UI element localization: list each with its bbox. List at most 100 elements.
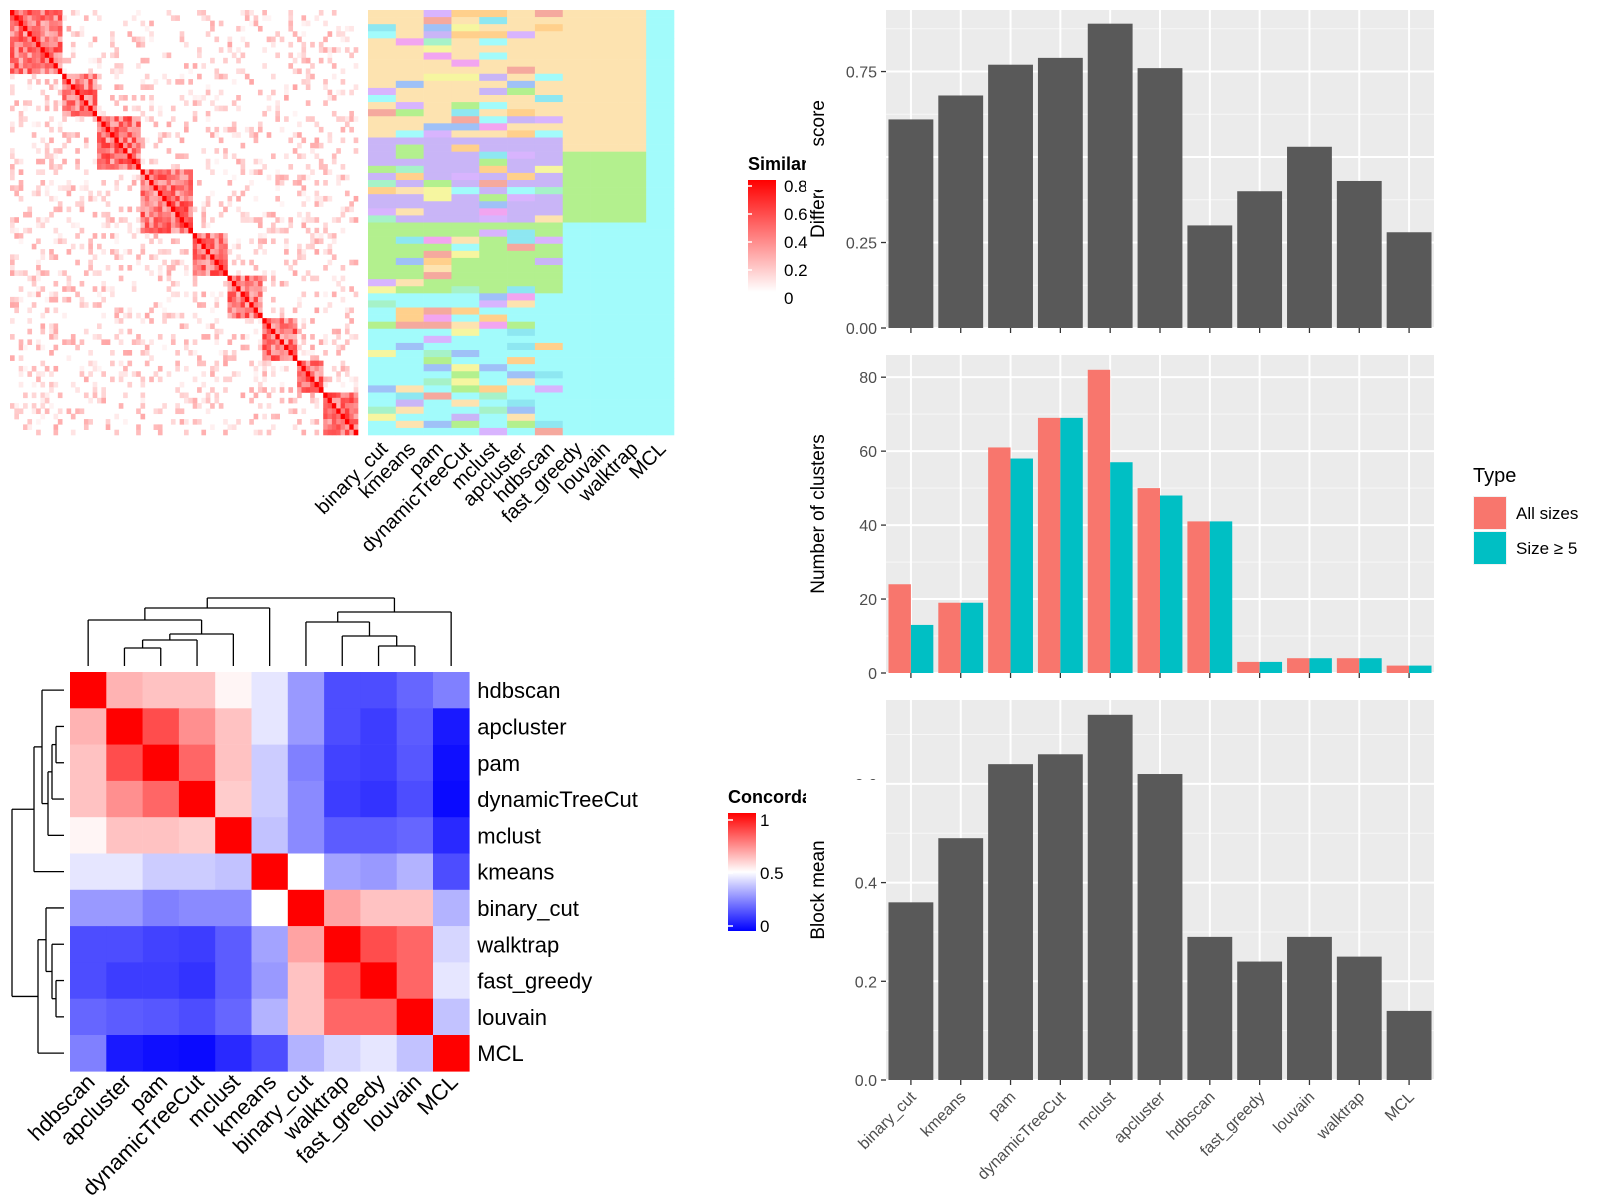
annotation-cell <box>451 385 480 393</box>
similarity-cell <box>271 73 276 80</box>
annotation-cell <box>618 392 647 400</box>
annotation-cell <box>590 66 619 75</box>
similarity-cell <box>284 249 289 255</box>
annotation-cell <box>534 371 564 379</box>
annotation-cell <box>368 279 397 287</box>
bar <box>1237 961 1283 1080</box>
annotation-cell <box>534 236 564 245</box>
concordance-cell <box>324 817 361 854</box>
similarity-cell <box>297 52 302 59</box>
similarity-cell <box>275 350 280 356</box>
similarity-cell <box>170 211 176 218</box>
similarity-cell <box>266 132 272 138</box>
annotation-cell <box>395 265 424 273</box>
similarity-cell <box>223 153 228 160</box>
annotation-cell <box>395 272 424 280</box>
similarity-cell <box>144 350 150 356</box>
similarity-cell <box>166 52 172 59</box>
similarity-cell <box>170 116 176 122</box>
annotation-cell <box>534 194 564 202</box>
similarity-cell <box>210 403 215 409</box>
annotation-cell <box>507 293 536 301</box>
similarity-cell <box>140 158 146 165</box>
annotation-cell <box>590 378 619 386</box>
annotation-cell <box>368 180 397 188</box>
similarity-cell <box>97 63 102 69</box>
similarity-cell <box>210 259 215 266</box>
concordance-cell <box>324 1035 361 1072</box>
annotation-cell <box>534 279 564 287</box>
similarity-cell <box>231 286 237 292</box>
annotation-cell <box>534 314 564 322</box>
similarity-cell <box>131 233 137 239</box>
similarity-cell <box>36 68 41 75</box>
similarity-cell <box>323 164 328 170</box>
similarity-cell <box>149 185 154 191</box>
similarity-cell <box>175 164 180 170</box>
similarity-cell <box>127 121 133 128</box>
similarity-cell <box>62 68 67 75</box>
concordance-cell <box>433 889 470 927</box>
similarity-cell <box>336 217 341 223</box>
annotation-cell <box>590 385 619 393</box>
similarity-cell <box>257 291 263 298</box>
similarity-cell <box>340 89 346 96</box>
similarity-cell <box>83 270 89 276</box>
similarity-cell <box>305 73 311 80</box>
annotation-cell <box>423 87 452 96</box>
similarity-cell <box>249 79 254 85</box>
similarity-cell <box>227 286 233 292</box>
similarity-cell <box>10 31 15 37</box>
similarity-cell <box>123 392 128 399</box>
similarity-cell <box>131 126 137 133</box>
similarity-cell <box>184 63 189 69</box>
similarity-cell <box>175 387 180 393</box>
similarity-cell <box>75 408 80 415</box>
annotation-cell <box>646 151 675 160</box>
annotation-cell <box>562 300 591 308</box>
similarity-cell <box>162 195 167 202</box>
similarity-cell <box>40 137 46 144</box>
annotation-cell <box>590 158 619 167</box>
similarity-cell <box>292 270 298 276</box>
similarity-cell <box>179 323 185 330</box>
similarity-cell <box>327 429 333 436</box>
similarity-cell <box>57 233 63 239</box>
similarity-cell <box>27 419 33 425</box>
annotation-cell <box>590 257 619 266</box>
similarity-cell <box>240 68 246 75</box>
similarity-cell <box>114 121 120 128</box>
annotation-cell <box>646 80 675 89</box>
similarity-cell <box>118 84 124 90</box>
bar <box>938 838 984 1080</box>
annotation-cell <box>395 385 424 393</box>
similarity-cell <box>175 280 180 287</box>
similarity-cell <box>18 381 24 388</box>
concordance-cell <box>70 817 107 854</box>
similarity-cell <box>301 190 307 197</box>
similarity-cell <box>127 307 133 314</box>
similarity-cell <box>201 222 207 229</box>
similarity-cell <box>92 360 98 367</box>
annotation-cell <box>395 371 424 379</box>
similarity-cell <box>49 116 54 122</box>
similarity-cell <box>36 419 41 425</box>
similarity-cell <box>310 243 315 250</box>
similarity-cell <box>92 105 98 112</box>
annotation-cell <box>368 357 397 365</box>
similarity-cell <box>66 137 72 144</box>
annotation-cell <box>618 229 647 237</box>
similarity-cell <box>101 312 106 319</box>
similarity-cell <box>49 164 54 170</box>
similarity-cell <box>288 265 294 271</box>
similarity-cell <box>118 68 124 75</box>
similarity-cell <box>31 121 37 128</box>
similarity-cell <box>240 36 246 43</box>
similarity-cell <box>92 10 98 16</box>
similarity-cell <box>353 148 359 154</box>
annotation-cell <box>451 286 480 294</box>
similarity-cell <box>101 158 106 165</box>
similarity-cell <box>344 413 350 420</box>
similarity-cell <box>331 95 337 101</box>
concordance-cell <box>215 998 252 1036</box>
